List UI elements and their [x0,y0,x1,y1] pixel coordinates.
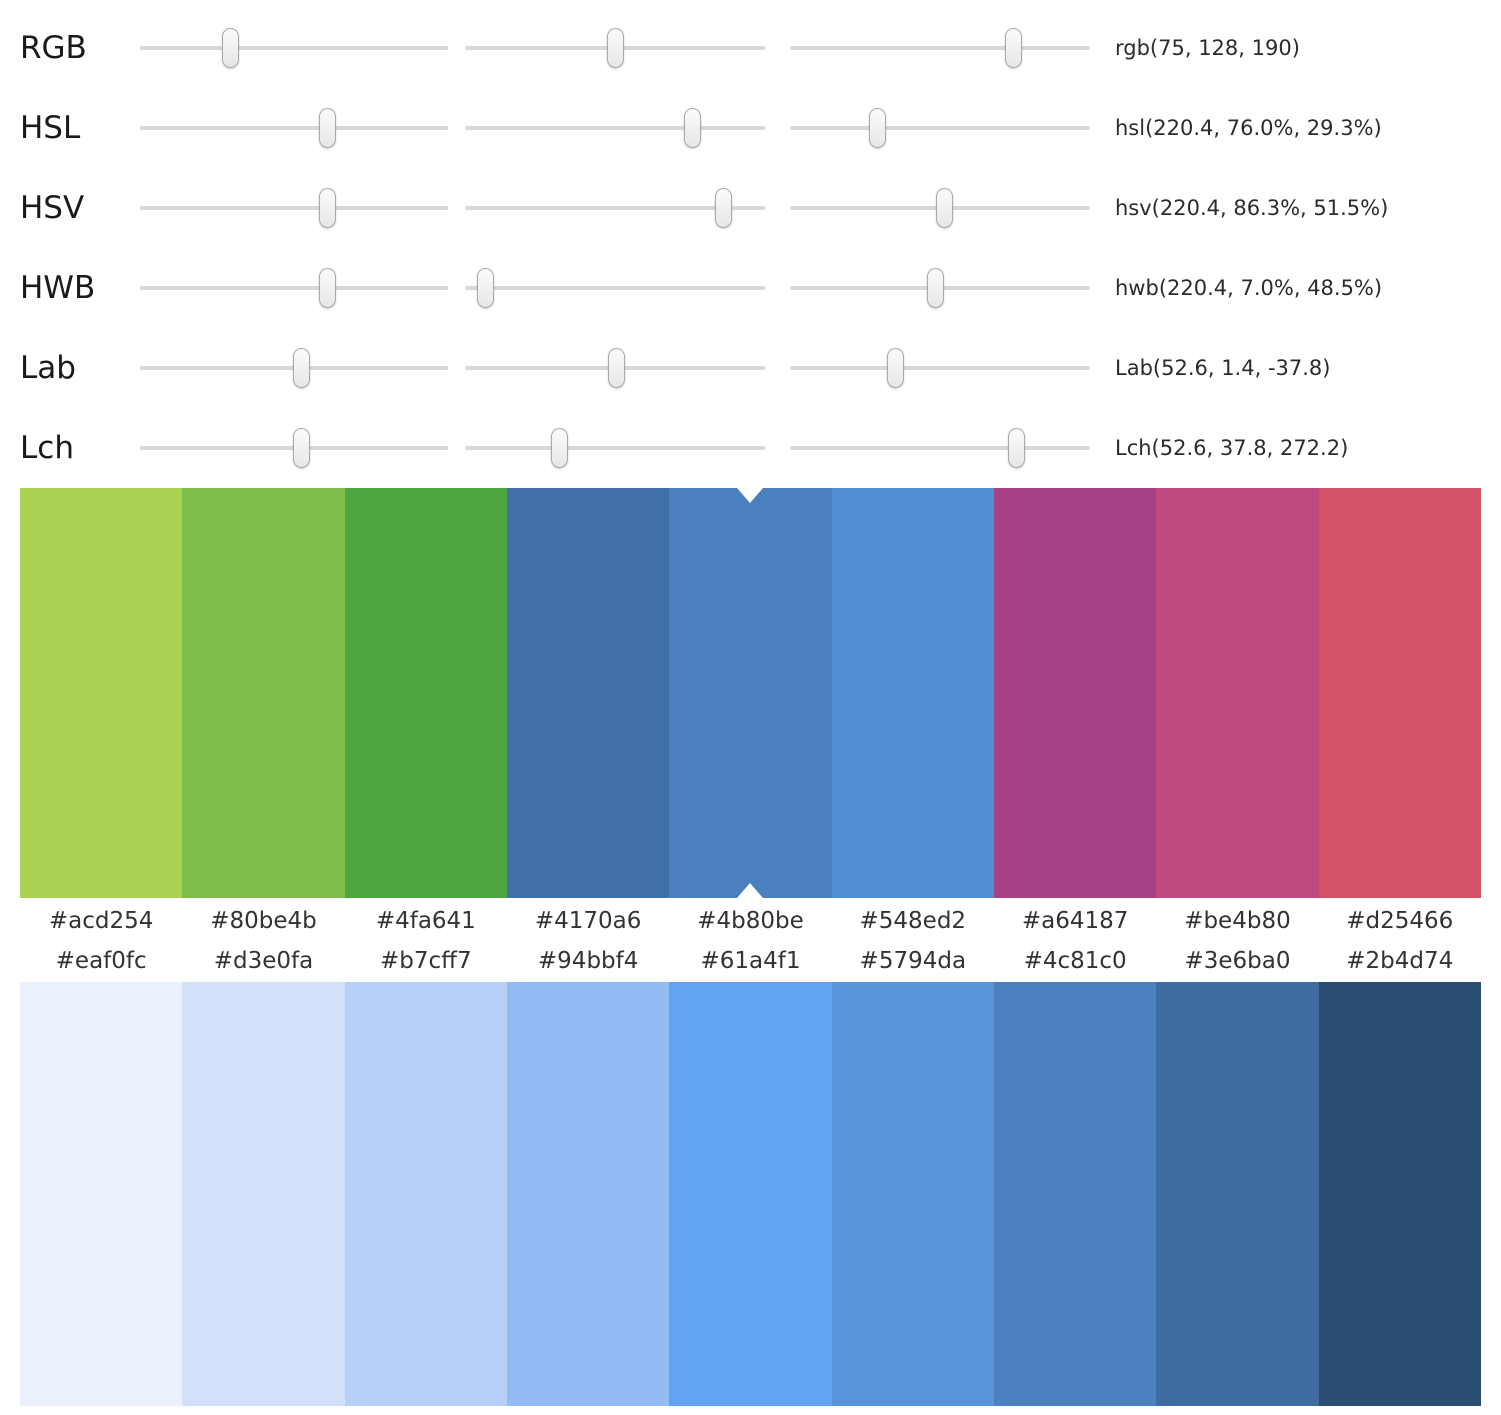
color-swatch[interactable] [1318,488,1481,898]
slider-thumb-lab-3[interactable] [886,348,904,388]
slider-thumb-hsv-1[interactable] [319,188,337,228]
color-swatch[interactable] [506,982,670,1406]
slider-track-hwb-2[interactable] [465,268,765,308]
color-model-label: Lch [20,430,74,466]
slider-track-hsv-3[interactable] [790,188,1090,228]
slider-thumb-hwb-1[interactable] [319,268,337,308]
color-swatch[interactable] [344,488,507,898]
swatch-hex-label: #a64187 [1021,908,1129,934]
color-swatch[interactable] [993,982,1157,1406]
slider-track-hsl-3[interactable] [790,108,1090,148]
slider-thumb-rgb-2[interactable] [606,28,624,68]
swatch-hex-label: #3e6ba0 [1184,948,1291,974]
swatch-hex-label: #4b80be [697,908,804,934]
swatch-hex-label: #5794da [859,948,967,974]
color-swatch[interactable] [506,488,670,898]
slider-thumb-hsv-3[interactable] [935,188,953,228]
slider-track-hsv-1[interactable] [140,188,448,228]
slider-track-rgb-3[interactable] [790,28,1090,68]
swatch-hex-label: #4c81c0 [1023,948,1127,974]
slider-row-lch: Lch Lch(52.6, 37.8, 272.2) [20,408,1501,488]
slider-thumb-hwb-2[interactable] [477,268,494,308]
color-swatch[interactable] [344,982,507,1406]
slider-track-rgb-2[interactable] [465,28,765,68]
color-swatch[interactable] [182,982,345,1406]
shade-palette [20,982,1481,1406]
slider-thumb-hsv-2[interactable] [714,188,732,228]
color-model-label: RGB [20,30,87,66]
slider-row-hwb: HWB hwb(220.4, 7.0%, 48.5%) [20,248,1501,328]
color-value-readout: Lab(52.6, 1.4, -37.8) [1115,356,1331,380]
color-swatch[interactable] [1156,488,1319,898]
color-swatch[interactable] [669,488,832,898]
hue-palette [20,488,1481,898]
color-value-readout: rgb(75, 128, 190) [1115,36,1300,60]
slider-thumb-lch-2[interactable] [550,428,568,468]
slider-thumb-lch-1[interactable] [293,428,310,468]
selected-swatch-notch-bottom-icon [737,883,764,898]
slider-track-hwb-3[interactable] [790,268,1090,308]
shade-palette-labels: #eaf0fc #d3e0fa #b7cff7 #94bbf4 #61a4f1 #5794… [20,946,1481,982]
swatch-hex-label: #548ed2 [859,908,967,934]
color-swatch[interactable] [831,982,994,1406]
color-swatch[interactable] [831,488,994,898]
slider-row-rgb: RGB rgb(75, 128, 190) [20,8,1501,88]
color-value-readout: hwb(220.4, 7.0%, 48.5%) [1115,276,1383,300]
swatch-hex-label: #d3e0fa [213,948,314,974]
slider-row-hsv: HSV hsv(220.4, 86.3%, 51.5%) [20,168,1501,248]
slider-track-hsv-2[interactable] [465,188,765,228]
slider-thumb-hwb-3[interactable] [926,268,944,308]
swatch-hex-label: #be4b80 [1184,908,1291,934]
swatch-hex-label: #94bbf4 [537,948,639,974]
swatch-hex-label: #61a4f1 [700,948,801,974]
slider-track-hsl-1[interactable] [140,108,448,148]
swatch-hex-label: #80be4b [210,908,317,934]
slider-track-lch-2[interactable] [465,428,765,468]
slider-thumb-lab-1[interactable] [293,348,310,388]
slider-track-hwb-1[interactable] [140,268,448,308]
swatch-hex-label: #b7cff7 [380,948,472,974]
color-model-label: HSV [20,190,85,226]
slider-row-lab: Lab Lab(52.6, 1.4, -37.8) [20,328,1501,408]
slider-thumb-lch-3[interactable] [1007,428,1025,468]
color-swatch[interactable] [993,488,1157,898]
slider-row-hsl: HSL hsl(220.4, 76.0%, 29.3%) [20,88,1501,168]
selected-swatch-notch-top-icon [737,488,764,503]
slider-track-lab-1[interactable] [140,348,448,388]
swatch-hex-label: #eaf0fc [55,948,147,974]
color-model-label: HSL [20,110,81,146]
slider-thumb-rgb-1[interactable] [221,28,239,68]
color-swatch[interactable] [1318,982,1481,1406]
slider-track-hsl-2[interactable] [465,108,765,148]
color-model-label: Lab [20,350,76,386]
swatch-hex-label: #4170a6 [534,908,642,934]
slider-track-lch-1[interactable] [140,428,448,468]
slider-track-lch-3[interactable] [790,428,1090,468]
color-swatch[interactable] [669,982,832,1406]
swatch-hex-label: #2b4d74 [1346,948,1454,974]
slider-track-rgb-1[interactable] [140,28,448,68]
slider-thumb-hsl-1[interactable] [319,108,337,148]
color-swatch[interactable] [182,488,345,898]
swatch-hex-label: #acd254 [48,908,154,934]
slider-thumb-hsl-3[interactable] [868,108,886,148]
color-model-label: HWB [20,270,96,306]
palettes-panel: #acd254 #80be4b #4fa641 #4170a6 #4b80be #548e… [0,488,1501,1406]
color-sliders-panel: RGB rgb(75, 128, 190) HSL hsl(220.4, 76.0%,… [0,0,1501,488]
swatch-hex-label: #4fa641 [375,908,476,934]
swatch-hex-label: #d25466 [1346,908,1454,934]
slider-thumb-rgb-3[interactable] [1004,28,1022,68]
slider-track-lab-2[interactable] [465,348,765,388]
color-value-readout: hsl(220.4, 76.0%, 29.3%) [1115,116,1382,140]
color-swatch[interactable] [20,982,183,1406]
hue-palette-labels: #acd254 #80be4b #4fa641 #4170a6 #4b80be #548e… [20,898,1481,946]
color-swatch[interactable] [1156,982,1319,1406]
color-value-readout: hsv(220.4, 86.3%, 51.5%) [1115,196,1389,220]
color-swatch[interactable] [20,488,183,898]
slider-thumb-hsl-2[interactable] [684,108,701,148]
color-value-readout: Lch(52.6, 37.8, 272.2) [1115,436,1349,460]
slider-thumb-lab-2[interactable] [608,348,626,388]
slider-track-lab-3[interactable] [790,348,1090,388]
